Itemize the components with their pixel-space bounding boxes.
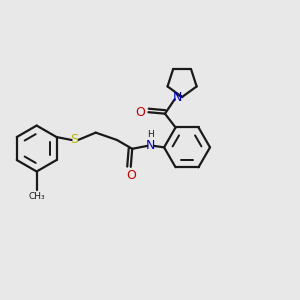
Text: N: N [173, 91, 182, 104]
Text: CH₃: CH₃ [28, 192, 45, 201]
Text: S: S [70, 134, 79, 146]
Text: O: O [136, 106, 146, 119]
Text: H: H [147, 130, 154, 140]
Text: O: O [126, 169, 136, 182]
Text: N: N [146, 140, 155, 152]
